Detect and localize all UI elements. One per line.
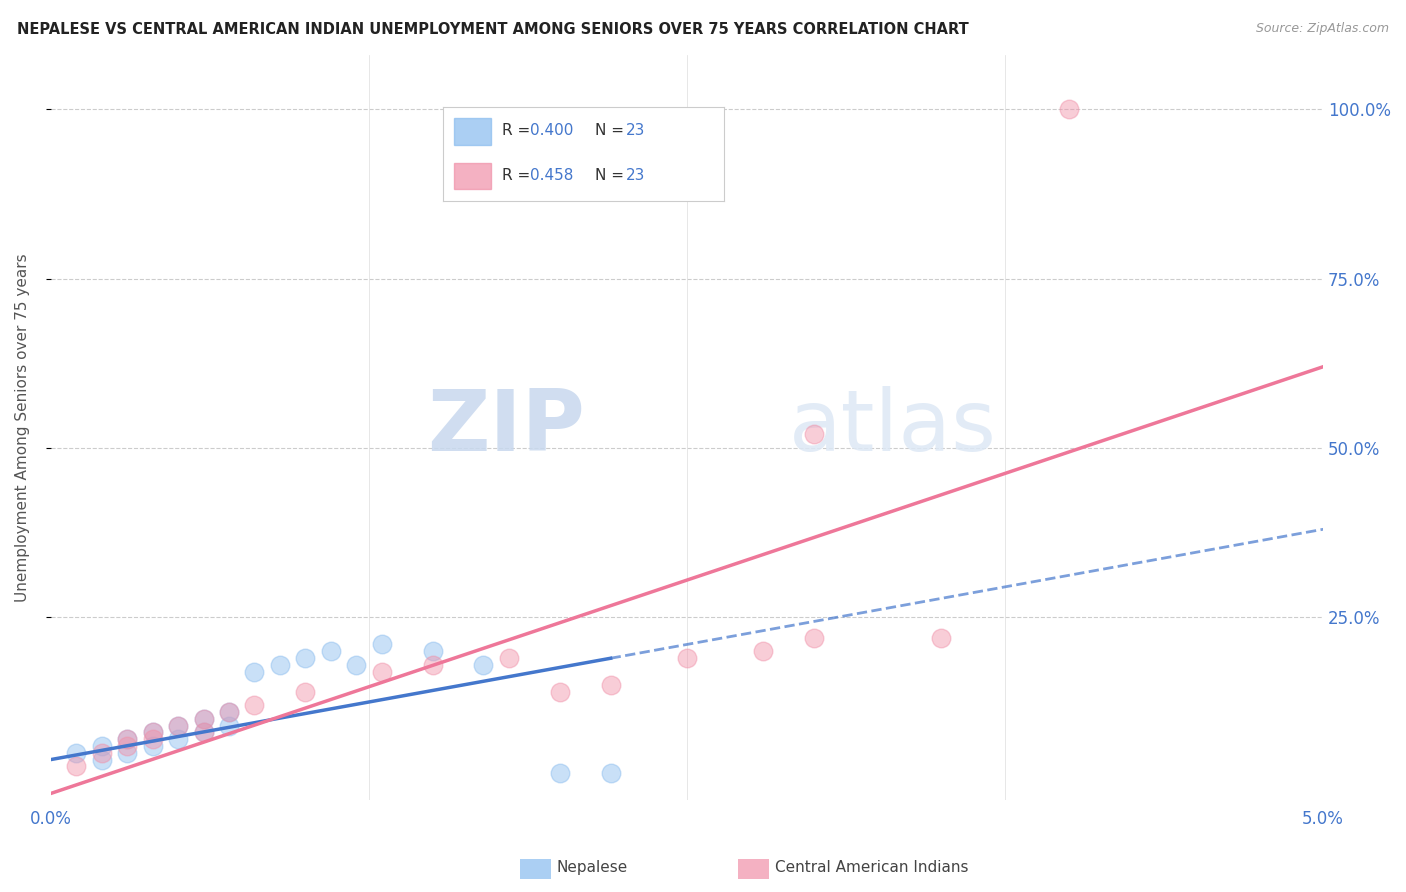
- Point: [599, 766, 621, 780]
- Point: [803, 631, 825, 645]
- Point: [90, 753, 112, 767]
- Point: [676, 651, 699, 665]
- Point: [370, 665, 392, 679]
- Text: atlas: atlas: [789, 386, 997, 469]
- Point: [294, 651, 316, 665]
- Point: [193, 712, 215, 726]
- Y-axis label: Unemployment Among Seniors over 75 years: Unemployment Among Seniors over 75 years: [15, 253, 30, 602]
- Point: [1057, 103, 1080, 117]
- Point: [931, 631, 953, 645]
- Point: [422, 644, 444, 658]
- Text: N =: N =: [595, 169, 628, 184]
- Text: R =: R =: [502, 123, 536, 138]
- Point: [319, 644, 342, 658]
- Point: [115, 739, 138, 753]
- Bar: [454, 163, 491, 189]
- Point: [803, 427, 825, 442]
- Text: 0.400: 0.400: [530, 123, 574, 138]
- Point: [193, 725, 215, 739]
- Point: [90, 739, 112, 753]
- Point: [142, 725, 165, 739]
- Text: N =: N =: [595, 123, 628, 138]
- Point: [218, 705, 240, 719]
- Point: [472, 657, 495, 672]
- Point: [115, 746, 138, 760]
- Point: [752, 644, 775, 658]
- Point: [294, 685, 316, 699]
- Text: Central American Indians: Central American Indians: [775, 860, 969, 874]
- Point: [115, 732, 138, 747]
- Text: Source: ZipAtlas.com: Source: ZipAtlas.com: [1256, 22, 1389, 36]
- Point: [498, 651, 520, 665]
- Point: [115, 732, 138, 747]
- Point: [218, 719, 240, 733]
- Text: Nepalese: Nepalese: [557, 860, 628, 874]
- Point: [548, 685, 571, 699]
- Point: [142, 732, 165, 747]
- Point: [370, 637, 392, 651]
- Text: R =: R =: [502, 169, 536, 184]
- Point: [243, 665, 266, 679]
- Point: [167, 732, 190, 747]
- Point: [344, 657, 367, 672]
- Point: [243, 698, 266, 713]
- Point: [422, 657, 444, 672]
- Point: [65, 759, 87, 773]
- Text: ZIP: ZIP: [427, 386, 585, 469]
- Point: [218, 705, 240, 719]
- Bar: [454, 119, 491, 145]
- Point: [142, 725, 165, 739]
- Point: [142, 739, 165, 753]
- Text: 23: 23: [626, 169, 645, 184]
- Point: [193, 725, 215, 739]
- Point: [548, 766, 571, 780]
- Point: [599, 678, 621, 692]
- Point: [65, 746, 87, 760]
- Point: [167, 719, 190, 733]
- Text: 23: 23: [626, 123, 645, 138]
- Point: [193, 712, 215, 726]
- Point: [269, 657, 291, 672]
- Point: [167, 719, 190, 733]
- Text: NEPALESE VS CENTRAL AMERICAN INDIAN UNEMPLOYMENT AMONG SENIORS OVER 75 YEARS COR: NEPALESE VS CENTRAL AMERICAN INDIAN UNEM…: [17, 22, 969, 37]
- Text: 0.458: 0.458: [530, 169, 574, 184]
- Point: [90, 746, 112, 760]
